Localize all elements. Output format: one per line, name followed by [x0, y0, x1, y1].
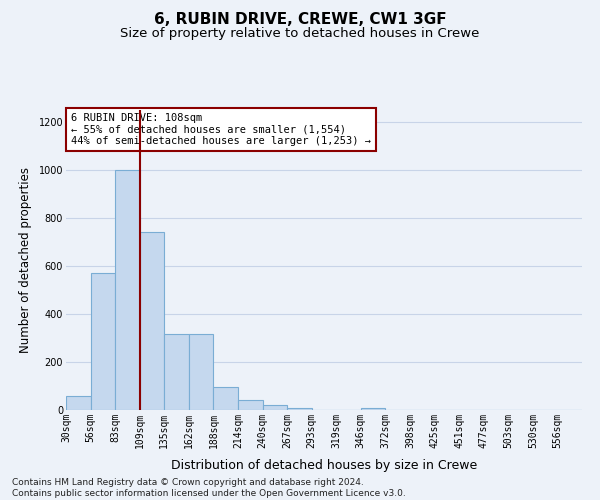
Bar [238, 400, 263, 410]
Bar [263, 405, 287, 410]
Bar [361, 408, 385, 410]
Bar [214, 387, 238, 410]
Bar [164, 334, 189, 410]
Y-axis label: Number of detached properties: Number of detached properties [19, 167, 32, 353]
Bar [140, 232, 164, 410]
Bar [91, 273, 115, 410]
Bar [189, 334, 214, 410]
Text: Contains HM Land Registry data © Crown copyright and database right 2024.
Contai: Contains HM Land Registry data © Crown c… [12, 478, 406, 498]
Bar [66, 396, 91, 410]
X-axis label: Distribution of detached houses by size in Crewe: Distribution of detached houses by size … [171, 459, 477, 472]
Bar [115, 170, 140, 410]
Text: Size of property relative to detached houses in Crewe: Size of property relative to detached ho… [121, 28, 479, 40]
Text: 6, RUBIN DRIVE, CREWE, CW1 3GF: 6, RUBIN DRIVE, CREWE, CW1 3GF [154, 12, 446, 28]
Bar [287, 408, 312, 410]
Text: 6 RUBIN DRIVE: 108sqm
← 55% of detached houses are smaller (1,554)
44% of semi-d: 6 RUBIN DRIVE: 108sqm ← 55% of detached … [71, 113, 371, 146]
